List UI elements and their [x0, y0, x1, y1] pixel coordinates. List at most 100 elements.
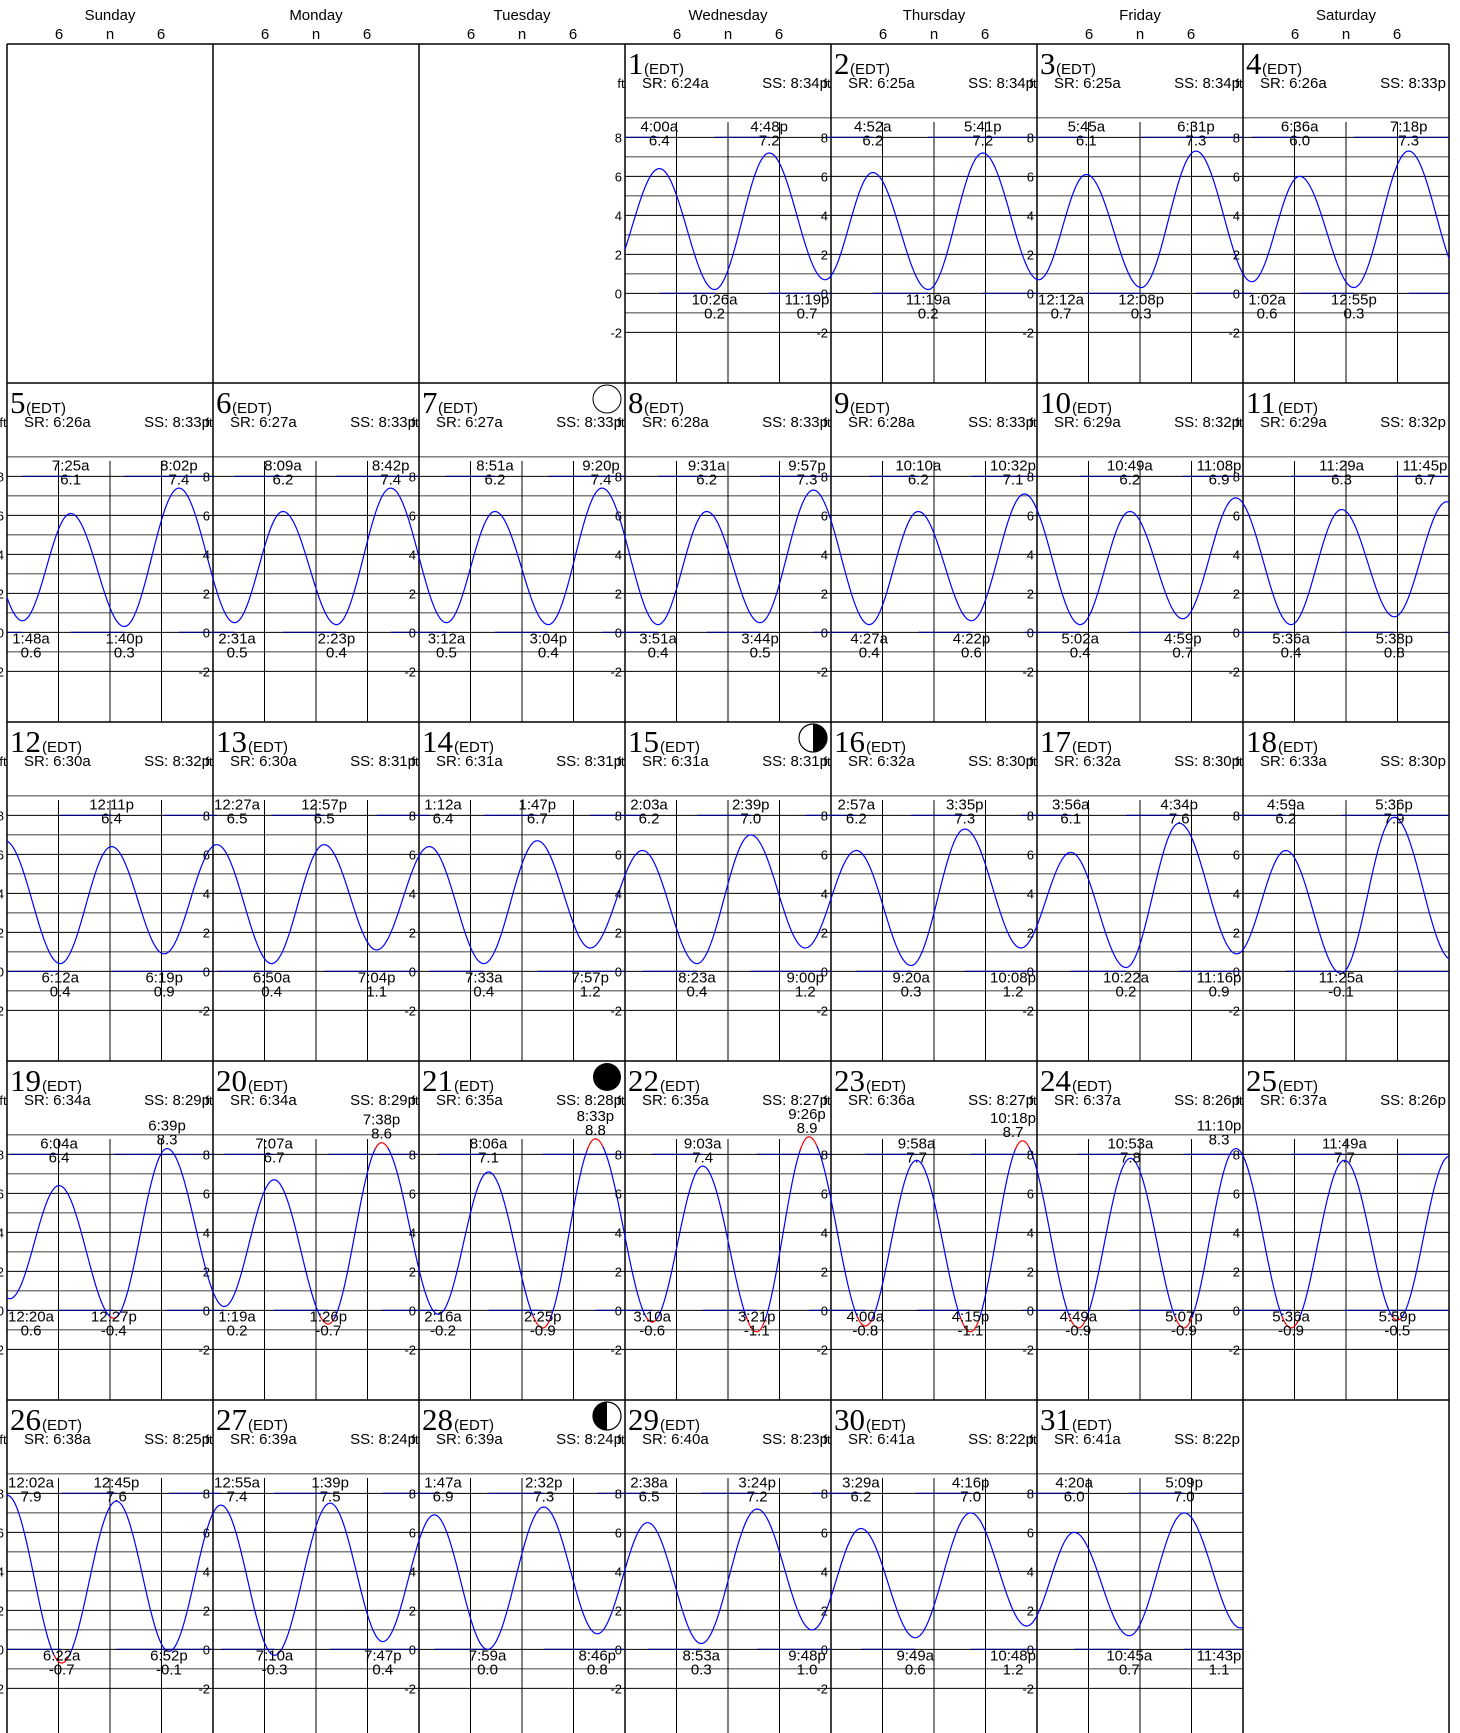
hour-tick-label: 6: [569, 26, 577, 43]
unit-label: ft: [823, 76, 831, 91]
tide-height-label: 7.2: [972, 132, 993, 149]
timezone-label: (EDT): [248, 1078, 288, 1095]
tide-curve: [799, 1136, 819, 1151]
tide-curve: [1298, 1159, 1394, 1320]
tide-height-label: 0.4: [50, 983, 71, 1000]
tide-time-label: 5:36a: [1272, 630, 1310, 647]
y-tick-label: 0: [615, 286, 622, 301]
tide-time-label: 2:03a: [630, 796, 668, 813]
timezone-label: (EDT): [1262, 61, 1302, 78]
tide-curve: [6, 1184, 112, 1318]
tide-curve: [871, 1159, 962, 1320]
tide-height-label: -0.4: [101, 1322, 127, 1339]
timezone-label: (EDT): [232, 400, 272, 417]
tide-time-label: 2:38a: [630, 1474, 668, 1491]
sunset-label: SS: 8:24p: [350, 1431, 416, 1448]
y-tick-label: 2: [1027, 1603, 1034, 1618]
tide-curve: [959, 1316, 981, 1333]
tide-height-label: 1.1: [1209, 1661, 1230, 1678]
tide-height-label: 6.0: [1064, 1488, 1085, 1505]
tide-time-label: 5:07p: [1165, 1308, 1203, 1325]
unit-label: ft: [205, 754, 213, 769]
sunrise-label: SR: 6:30a: [230, 753, 297, 770]
sunrise-label: SR: 6:33a: [1260, 753, 1327, 770]
sunset-label: SS: 8:29p: [350, 1092, 416, 1109]
y-tick-label: 0: [203, 625, 210, 640]
tide-time-label: 9:20p: [582, 457, 620, 474]
unit-label: ft: [411, 1093, 419, 1108]
unit-label: ft: [1029, 1432, 1037, 1447]
tide-curve: [1028, 1146, 1038, 1171]
timezone-label: (EDT): [454, 1417, 494, 1434]
y-tick-label: -2: [404, 1681, 416, 1696]
tide-height-label: 0.4: [648, 644, 669, 661]
y-tick-label: -2: [816, 1342, 828, 1357]
tide-height-label: 6.1: [1060, 810, 1081, 827]
timezone-label: (EDT): [248, 739, 288, 756]
tide-height-label: 7.6: [106, 1488, 127, 1505]
tide-curve: [1036, 150, 1244, 289]
y-tick-label: 6: [203, 1186, 210, 1201]
y-tick-label: 0: [615, 625, 622, 640]
unit-label: ft: [205, 1432, 213, 1447]
tide-height-label: 0.5: [750, 644, 771, 661]
y-tick-label: 8: [1233, 469, 1240, 484]
tide-height-label: 0.2: [227, 1322, 248, 1339]
unit-label: ft: [1235, 754, 1243, 769]
timezone-label: (EDT): [1072, 739, 1112, 756]
sunrise-label: SR: 6:35a: [642, 1092, 709, 1109]
tide-time-label: 7:04p: [358, 969, 396, 986]
tide-time-label: 11:29a: [1319, 457, 1364, 474]
tide-height-label: -0.8: [852, 1322, 878, 1339]
y-tick-label: 4: [615, 1225, 622, 1240]
sunrise-label: SR: 6:31a: [436, 753, 503, 770]
tide-curve: [624, 1236, 648, 1319]
tide-height-label: 0.8: [587, 1661, 608, 1678]
y-tick-label: 0: [821, 1303, 828, 1318]
unit-label: ft: [823, 1432, 831, 1447]
tide-height-label: 6.7: [1415, 471, 1436, 488]
y-tick-label: 2: [203, 925, 210, 940]
tide-time-label: 2:31a: [218, 630, 256, 647]
tide-curve: [830, 828, 1038, 967]
tide-height-label: 7.3: [954, 810, 975, 827]
y-tick-label: 6: [1233, 1186, 1240, 1201]
tide-time-label: 6:36a: [1281, 118, 1319, 135]
tide-height-label: 7.0: [740, 810, 761, 827]
tide-curve: [1036, 1170, 1071, 1319]
tide-height-label: 7.0: [960, 1488, 981, 1505]
tide-height-label: 0.4: [687, 983, 708, 1000]
y-tick-label: 0: [1233, 1303, 1240, 1318]
tide-height-label: -0.2: [430, 1322, 456, 1339]
sunset-label: SS: 8:34p: [1174, 75, 1240, 92]
tide-height-label: 7.2: [759, 132, 780, 149]
y-tick-label: -2: [1228, 1003, 1240, 1018]
y-tick-label: 0: [203, 1303, 210, 1318]
tide-height-label: -0.9: [530, 1322, 556, 1339]
tide-curve: [319, 1315, 336, 1325]
y-tick-label: 2: [615, 1603, 622, 1618]
tide-time-label: 2:57a: [838, 796, 876, 813]
tide-height-label: -1.1: [744, 1322, 770, 1339]
unit-label: ft: [1235, 1093, 1243, 1108]
y-tick-label: 6: [615, 847, 622, 862]
weekday-label: Friday: [1119, 7, 1161, 24]
weekday-label: Monday: [289, 7, 343, 24]
tide-height-label: -0.7: [49, 1661, 75, 1678]
tide-time-label: 9:26p: [788, 1106, 826, 1123]
y-tick-label: 4: [203, 547, 210, 562]
timezone-label: (EDT): [454, 1078, 494, 1095]
y-tick-label: -2: [404, 664, 416, 679]
y-tick-label: 6: [1027, 847, 1034, 862]
tide-height-label: -0.6: [639, 1322, 665, 1339]
sunset-label: SS: 8:32p: [1174, 414, 1240, 431]
unit-label: ft: [1235, 415, 1243, 430]
y-tick-label: -2: [1022, 1342, 1034, 1357]
sunset-label: SS: 8:34p: [968, 75, 1034, 92]
tide-height-label: 0.4: [859, 644, 880, 661]
